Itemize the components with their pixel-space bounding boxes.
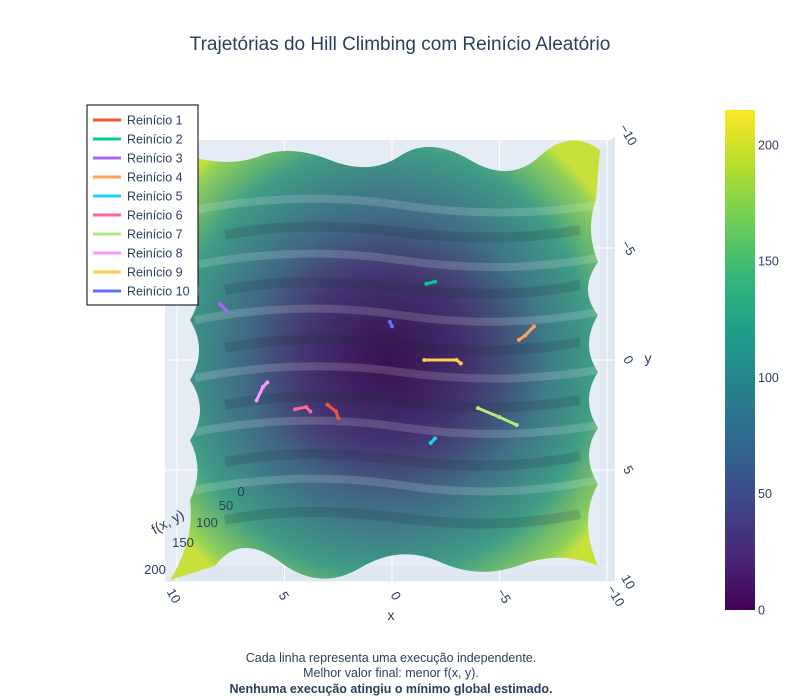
x-axis-label: x xyxy=(388,607,395,623)
legend-label: Reinício 5 xyxy=(127,190,183,204)
trajectory-point xyxy=(514,422,519,427)
legend-label: Reinício 8 xyxy=(127,247,183,261)
trajectory-point xyxy=(387,319,392,324)
trajectory-point xyxy=(422,358,427,362)
y-tick-label: 0 xyxy=(620,353,637,367)
legend-label: Reinício 1 xyxy=(127,114,183,128)
trajectory-point xyxy=(254,398,259,403)
y-axis-label: y xyxy=(645,350,652,366)
y-tick-label: 10 xyxy=(618,572,638,592)
x-tick-label: 0 xyxy=(388,589,405,603)
y-tick-label: −10 xyxy=(616,121,640,148)
legend-label: Reinício 7 xyxy=(127,228,183,242)
y-tick-label: 5 xyxy=(620,463,637,477)
z-tick-label: 50 xyxy=(219,498,233,513)
trajectory-point xyxy=(325,402,330,407)
colorbar: 0 50 100 150 200 xyxy=(725,110,779,618)
trajectory-point xyxy=(531,324,536,329)
trajectory-point xyxy=(497,415,502,420)
z-tick-label: 0 xyxy=(237,484,244,499)
chart-title: Trajetórias do Hill Climbing com Reiníci… xyxy=(190,34,611,55)
trajectory-point xyxy=(458,361,463,366)
z-tick-label: 200 xyxy=(144,562,166,577)
y-axis-ticks: −10 −5 0 5 10 xyxy=(616,121,640,591)
cost-surface xyxy=(170,140,600,580)
annotation-line-2: Melhor valor final: menor f(x, y). xyxy=(303,666,479,680)
colorbar-tick-label: 0 xyxy=(758,604,765,618)
legend-label: Reinício 4 xyxy=(127,171,183,185)
colorbar-tick-label: 100 xyxy=(758,371,779,385)
trajectory-point xyxy=(261,384,265,389)
trajectory-point xyxy=(454,358,459,362)
legend-label: Reinício 3 xyxy=(127,152,183,166)
trajectory-point xyxy=(476,406,480,411)
trajectory-point xyxy=(516,337,521,342)
legend-label: Reinício 6 xyxy=(127,209,183,223)
z-tick-label: 100 xyxy=(196,515,218,530)
trajectory-point xyxy=(336,416,341,421)
x-tick-label: −5 xyxy=(494,586,514,606)
trajectory-point xyxy=(224,308,229,313)
trajectories xyxy=(218,279,536,445)
trajectory-point xyxy=(293,407,298,412)
colorbar-tick-label: 50 xyxy=(758,487,772,501)
colorbar-tick-label: 150 xyxy=(758,255,779,269)
trajectory-point xyxy=(265,380,270,385)
trajectory-point xyxy=(433,279,437,284)
annotation-line-3: Nenhuma execução atingiu o mínimo global… xyxy=(230,682,553,696)
z-tick-label: 150 xyxy=(172,535,194,550)
trajectory-point xyxy=(334,409,339,414)
trajectory-point xyxy=(218,302,222,306)
trajectory-point xyxy=(523,333,528,338)
trajectory-point xyxy=(308,409,313,414)
trajectory-point xyxy=(433,436,437,441)
trajectory-point xyxy=(390,324,394,329)
trajectory-point xyxy=(424,281,429,286)
legend: Reinício 1 Reinício 2 Reinício 3 Reinício 4… xyxy=(86,104,199,306)
x-axis-ticks: 10 5 0 −5 −10 xyxy=(164,582,628,609)
trajectory-point xyxy=(304,405,308,410)
y-tick-label: −5 xyxy=(618,238,638,258)
x-tick-label: 10 xyxy=(164,586,184,606)
legend-label: Reinício 10 xyxy=(127,285,190,299)
x-tick-label: 5 xyxy=(276,589,293,603)
annotation-line-1: Cada linha representa uma execução indep… xyxy=(246,651,537,665)
legend-label: Reinício 2 xyxy=(127,133,183,147)
trajectory-point xyxy=(428,440,433,445)
colorbar-tick-label: 200 xyxy=(758,138,779,152)
legend-label: Reinício 9 xyxy=(127,266,183,280)
